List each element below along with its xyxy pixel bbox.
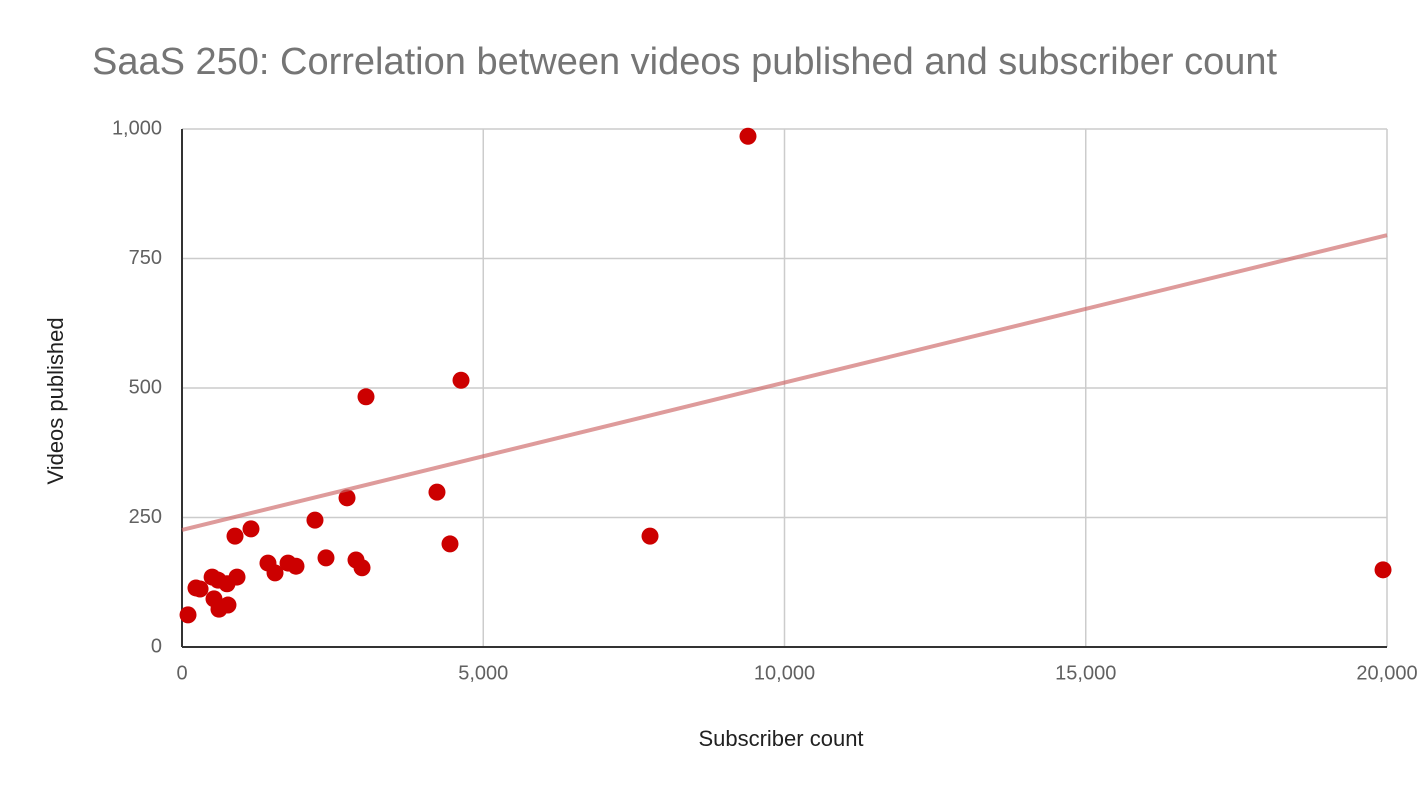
point: [739, 127, 757, 145]
point: [1374, 561, 1392, 579]
point: [219, 596, 237, 614]
x-tick-label: 10,000: [754, 662, 815, 684]
x-tick-label: 15,000: [1055, 662, 1116, 684]
point: [353, 559, 371, 577]
point: [306, 511, 324, 529]
point: [338, 489, 356, 507]
trendline: [181, 233, 1388, 532]
point: [452, 371, 470, 389]
point: [287, 557, 305, 575]
point: [266, 564, 284, 582]
x-axis-title: Subscriber count: [698, 726, 863, 751]
point: [226, 527, 244, 545]
y-tick-label: 1,000: [112, 117, 162, 139]
point: [428, 483, 446, 501]
point: [228, 568, 246, 586]
point: [357, 388, 375, 406]
point: [641, 527, 659, 545]
y-tick-label: 250: [129, 506, 162, 528]
point: [191, 580, 209, 598]
point: [242, 520, 260, 538]
y-axis-title: Videos published: [43, 317, 68, 484]
chart-title: SaaS 250: Correlation between videos pub…: [92, 41, 1278, 83]
point: [317, 549, 335, 567]
y-tick-label: 500: [129, 376, 162, 398]
x-tick-label: 20,000: [1356, 662, 1417, 684]
x-tick-label: 5,000: [458, 662, 508, 684]
y-tick-label: 0: [151, 635, 162, 657]
y-tick-label: 750: [129, 247, 162, 269]
point: [179, 606, 197, 624]
x-tick-label: 0: [176, 662, 187, 684]
point: [441, 535, 459, 553]
